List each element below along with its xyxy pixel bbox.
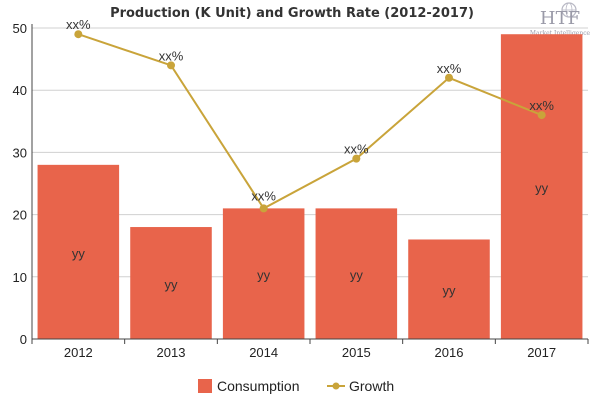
bar-2015 [315,208,398,339]
bar-data-label-2013: yy [165,277,179,292]
bar-2014 [222,208,305,339]
growth-point-2017 [537,111,546,120]
bar-data-label-2014: yy [257,268,271,283]
bar-2016 [408,239,490,339]
x-tick-label-2014: 2014 [249,345,278,360]
legend-swatch-consumption [198,379,212,393]
bar-2013 [130,227,212,339]
legend-label-growth: Growth [349,378,394,394]
y-tick-label-50: 50 [13,21,27,36]
legend: Consumption Growth [198,378,394,394]
growth-point-2012 [74,30,83,39]
bar-2012 [37,164,120,339]
y-tick-label-30: 30 [13,145,27,160]
growth-data-label-2017: xx% [529,98,554,113]
y-tick-label-10: 10 [13,270,27,285]
growth-data-label-2015: xx% [344,142,369,157]
growth-point-2016 [445,73,453,82]
growth-point-2013 [167,61,175,70]
growth-point-2015 [352,154,361,163]
x-tick-label-2012: 2012 [64,345,93,360]
axes: 0 10 20 30 40 50 2012 2013 2014 2015 2016 2017 [13,21,589,360]
chart-title: Production (K Unit) and Growth Rate (201… [110,6,474,21]
x-tick-label-2013: 2013 [157,345,186,360]
x-tick-label-2015: 2015 [342,345,371,360]
data-labels: yy yy yy yy yy yy xx% xx% xx% xx% xx% xx% [66,17,554,298]
bar-data-label-2015: yy [350,268,364,283]
growth-data-label-2014: xx% [251,188,276,203]
consumption-bars [37,34,583,339]
y-tick-label-20: 20 [13,208,27,223]
bar-data-label-2017: yy [535,181,549,196]
x-tick-label-2017: 2017 [527,345,556,360]
legend-label-consumption: Consumption [217,378,300,394]
gridlines [32,27,588,278]
legend-swatch-growth-marker [332,382,340,390]
y-tick-label-0: 0 [20,332,27,347]
growth-point-2014 [259,204,268,213]
bar-2017 [500,34,583,339]
htf-logo: HTF Market Intelligence [530,2,591,37]
bar-data-label-2012: yy [72,246,86,261]
x-tick-label-2016: 2016 [435,345,464,360]
bar-data-label-2016: yy [443,283,457,298]
growth-data-label-2012: xx% [66,17,91,32]
growth-data-label-2013: xx% [159,48,184,63]
growth-data-label-2016: xx% [437,61,462,76]
y-tick-label-40: 40 [13,83,27,98]
growth-line [78,33,543,210]
growth-line-series [74,30,546,213]
logo-tagline: Market Intelligence [530,30,591,37]
logo-main-text: HTF [540,8,580,29]
